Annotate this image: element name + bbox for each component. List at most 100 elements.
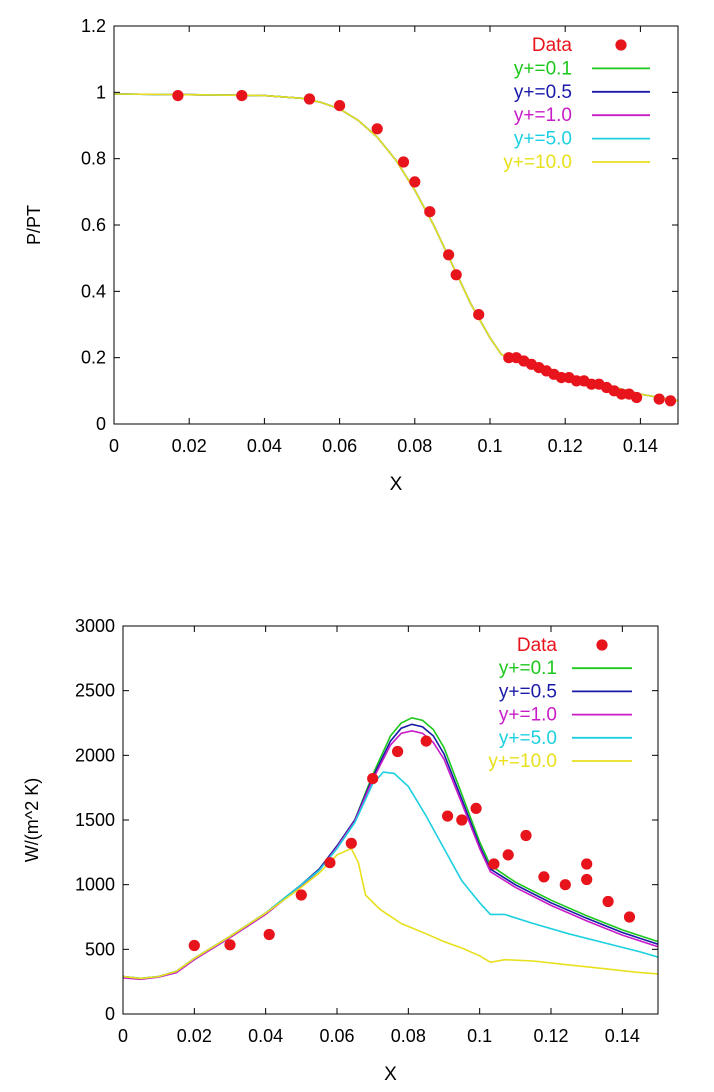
- chart-0-legend-label: y+=5.0: [514, 129, 572, 150]
- chart-1-legend-marker: [596, 639, 608, 651]
- chart-0-x-tick-label: 0.06: [322, 436, 357, 456]
- chart-1-data-point: [559, 879, 571, 891]
- chart-1-y-axis-label: W/(m^2 K): [22, 778, 42, 862]
- chart-0-data-point: [371, 123, 383, 135]
- chart-0-data-point: [172, 90, 184, 102]
- chart-1-y-tick-label: 1000: [75, 875, 115, 895]
- chart-0-data-point: [631, 391, 643, 404]
- chart-1-y-tick-label: 3000: [75, 616, 115, 636]
- chart-0-legend-marker: [615, 39, 627, 51]
- chart-0-series-line-4: [114, 93, 678, 402]
- chart-0-data-point: [409, 176, 421, 188]
- chart-0-series-line-1: [114, 93, 678, 402]
- chart-0-data-points: [172, 90, 677, 407]
- chart-0-data-point: [397, 156, 410, 168]
- chart-1-legend-label: y+=0.1: [499, 658, 557, 679]
- chart-1-data-point: [488, 858, 500, 870]
- pressure-ratio-chart: 0 0.02 0.04 0.06 0.08 0.1 0.12 0.14 0 0.2 0.4 0.6 0.…: [24, 16, 679, 495]
- chart-0-y-tick-label: 0.2: [81, 348, 106, 368]
- chart-0-data-point: [236, 90, 248, 102]
- chart-0-plot-frame: [113, 25, 679, 425]
- chart-1-data-point: [392, 745, 404, 758]
- chart-0-series-lines: [114, 93, 678, 402]
- chart-1-y-tick-label: 2000: [75, 745, 115, 765]
- chart-1-series-line-3: [123, 771, 658, 980]
- chart-0-y-axis-label: P/PT: [24, 205, 44, 245]
- chart-1-data-points: [188, 735, 636, 952]
- chart-0-y-tick-label: 1: [96, 82, 106, 102]
- chart-1-data-point: [420, 735, 432, 747]
- chart-1-series-line-2: [123, 729, 658, 981]
- chart-0-x-tick-label: 0.12: [548, 436, 583, 456]
- chart-1-legend-label: Data: [517, 635, 558, 656]
- chart-1-x-tick-label: 0.04: [248, 1026, 283, 1046]
- chart-1-x-tick-label: 0: [118, 1026, 128, 1046]
- chart-1-plot-frame: [122, 625, 659, 1015]
- chart-0-data-point: [443, 249, 455, 261]
- chart-1-legend-label: y+=1.0: [499, 705, 557, 726]
- chart-1-series-line-1: [123, 723, 658, 980]
- chart-1-data-point: [367, 773, 379, 785]
- chart-1-data-point: [263, 928, 275, 941]
- chart-0-legend-label: y+=0.5: [514, 82, 572, 103]
- chart-1-data-point: [581, 858, 593, 870]
- chart-1-x-tick-label: 0.08: [391, 1026, 426, 1046]
- chart-1-legend-label: y+=0.5: [499, 681, 557, 702]
- chart-1-x-tick-label: 0.1: [467, 1026, 492, 1046]
- chart-1-x-axis-label: X: [384, 1064, 397, 1085]
- chart-1-data-point: [442, 810, 454, 822]
- chart-1-y-tick-label: 0: [105, 1004, 115, 1024]
- chart-1-data-point: [188, 939, 200, 952]
- chart-0-data-point: [303, 93, 316, 105]
- chart-1-data-point: [470, 802, 482, 815]
- chart-0-data-point: [473, 309, 485, 321]
- chart-1-x-tick-label: 0.06: [319, 1026, 354, 1046]
- chart-0-data-point: [664, 395, 677, 407]
- chart-0-y-tick-label: 0: [96, 414, 106, 434]
- chart-1-series-line-4: [123, 847, 658, 980]
- chart-1-y-tick-label: 500: [85, 939, 115, 959]
- chart-0-x-tick-label: 0.08: [397, 436, 432, 456]
- chart-1-data-point: [345, 837, 357, 849]
- chart-0-y-tick-label: 0.8: [81, 149, 106, 169]
- chart-1-y-tick-label: 1500: [75, 810, 115, 830]
- chart-1-data-point: [520, 829, 532, 842]
- chart-1-series-lines: [123, 716, 658, 981]
- chart-0-x-axis-label: X: [390, 474, 403, 495]
- chart-0-y-tick-label: 0.6: [81, 215, 106, 235]
- chart-0-x-tick-label: 0.04: [247, 436, 282, 456]
- chart-1-legend-label: y+=5.0: [499, 728, 557, 749]
- chart-0-data-point: [450, 269, 462, 281]
- chart-1-data-point: [502, 849, 514, 861]
- chart-0-series-line-0: [114, 93, 678, 402]
- chart-1-data-point: [581, 873, 593, 886]
- chart-0-x-tick-label: 0.1: [477, 436, 502, 456]
- chart-1-data-point: [623, 911, 636, 923]
- chart-1-x-tick-label: 0.14: [605, 1026, 640, 1046]
- chart-0-data-point: [424, 206, 436, 218]
- chart-0-series-line-3: [114, 93, 678, 402]
- heat-transfer-chart: 0 0.02 0.04 0.06 0.08 0.1 0.12 0.14 0 500 1000 1500…: [22, 616, 659, 1085]
- chart-0-legend-label: y+=1.0: [514, 105, 572, 126]
- chart-0-x-tick-label: 0.02: [172, 436, 207, 456]
- chart-0-data-point: [653, 393, 665, 405]
- chart-1-data-point: [295, 889, 307, 901]
- chart-1-data-point: [224, 939, 236, 951]
- chart-1-legend-label: y+=10.0: [488, 751, 557, 772]
- chart-1-x-tick-label: 0.12: [533, 1026, 568, 1046]
- chart-0-x-tick-label: 0: [109, 436, 119, 456]
- chart-0-legend-label: Data: [532, 35, 573, 56]
- chart-0-x-tick-label: 0.14: [623, 436, 658, 456]
- chart-1-data-point: [538, 871, 550, 883]
- chart-1-y-tick-label: 2500: [75, 681, 115, 701]
- chart-0-y-tick-label: 0.4: [81, 281, 106, 301]
- chart-1-data-point: [602, 895, 614, 908]
- chart-1-data-point: [324, 857, 336, 869]
- chart-0-series-line-2: [114, 93, 678, 402]
- chart-0-y-tick-label: 1.2: [81, 16, 106, 36]
- chart-0-legend-label: y+=10.0: [503, 152, 572, 173]
- chart-0-data-point: [334, 100, 346, 112]
